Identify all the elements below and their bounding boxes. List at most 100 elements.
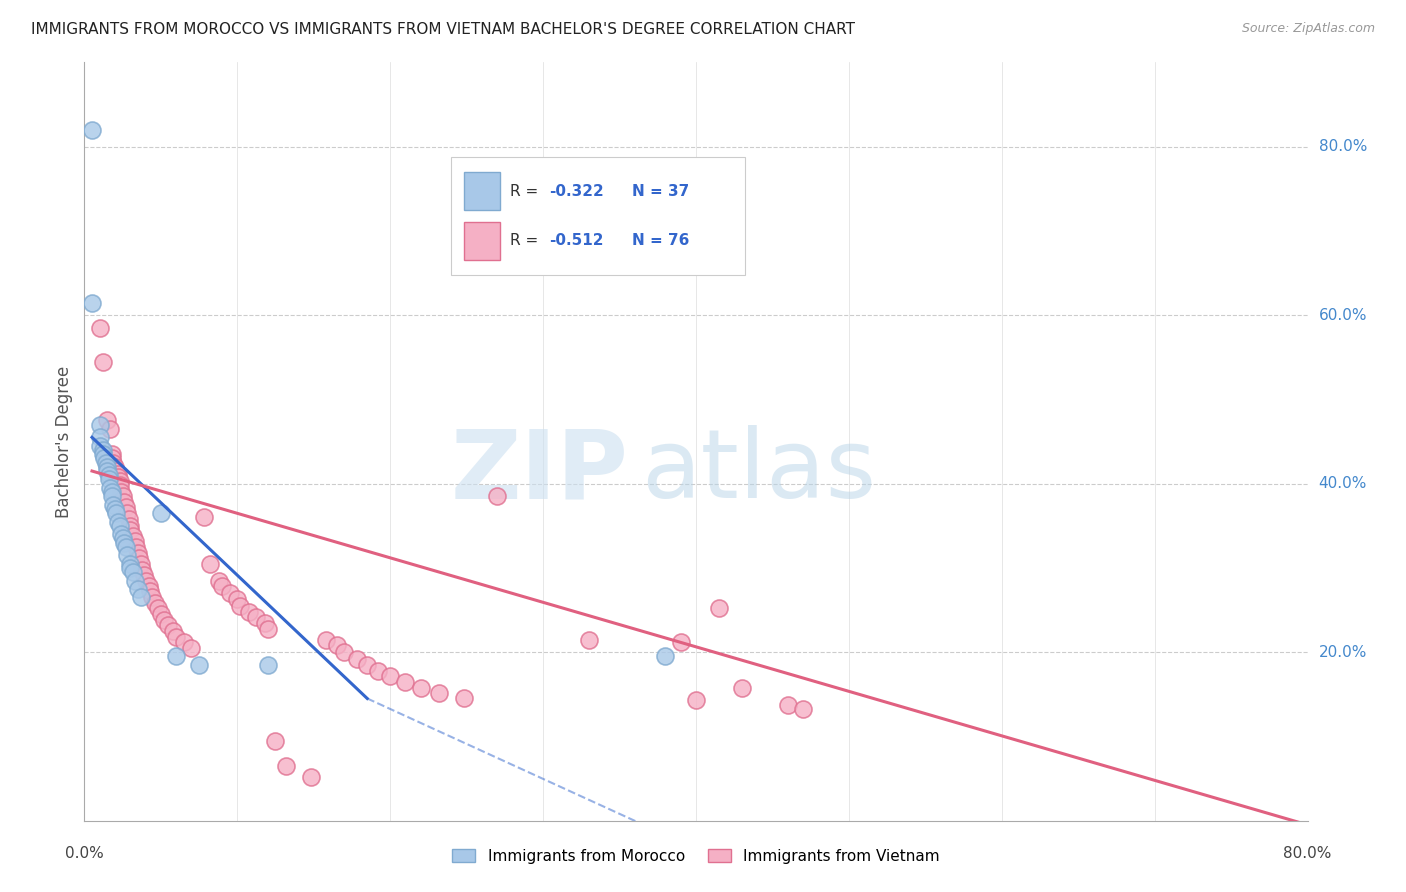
Point: [91, 447, 114, 461]
Point: [654, 649, 676, 664]
Point: [101, 489, 124, 503]
Text: 0.0%: 0.0%: [65, 846, 104, 861]
Point: [96, 464, 118, 478]
Point: [238, 605, 260, 619]
Point: [125, 540, 148, 554]
Point: [127, 582, 149, 596]
Text: 80.0%: 80.0%: [1319, 139, 1367, 154]
Point: [208, 574, 231, 588]
Bar: [464, 221, 501, 260]
Point: [129, 591, 152, 605]
Point: [165, 630, 187, 644]
Point: [218, 586, 240, 600]
Point: [101, 447, 124, 461]
Point: [120, 523, 142, 537]
Point: [104, 502, 127, 516]
Text: N = 76: N = 76: [633, 233, 690, 248]
Point: [94, 456, 117, 470]
Point: [276, 759, 298, 773]
Point: [356, 657, 378, 672]
Point: [173, 635, 195, 649]
Point: [792, 702, 814, 716]
Point: [122, 529, 145, 543]
Point: [118, 512, 141, 526]
Point: [257, 622, 280, 636]
Point: [669, 635, 692, 649]
Text: N = 37: N = 37: [633, 184, 689, 199]
Point: [114, 500, 136, 515]
Point: [143, 596, 166, 610]
Point: [120, 561, 142, 575]
Text: 20.0%: 20.0%: [1319, 645, 1367, 660]
Point: [149, 607, 172, 622]
Point: [427, 685, 450, 699]
Point: [486, 489, 509, 503]
Point: [707, 601, 730, 615]
Text: R =: R =: [510, 184, 543, 199]
Point: [578, 632, 600, 647]
Text: IMMIGRANTS FROM MOROCCO VS IMMIGRANTS FROM VIETNAM BACHELOR'S DEGREE CORRELATION: IMMIGRANTS FROM MOROCCO VS IMMIGRANTS FR…: [31, 22, 855, 37]
Point: [98, 481, 121, 495]
Point: [188, 657, 211, 672]
Point: [97, 468, 120, 483]
Point: [110, 527, 132, 541]
Point: [120, 518, 142, 533]
Point: [299, 770, 322, 784]
Point: [124, 533, 146, 548]
Point: [101, 485, 124, 500]
Point: [80, 295, 103, 310]
Text: atlas: atlas: [641, 425, 876, 518]
Point: [685, 693, 707, 707]
Point: [146, 601, 169, 615]
Bar: [464, 172, 501, 211]
Point: [211, 579, 233, 593]
Point: [89, 439, 111, 453]
Point: [80, 123, 103, 137]
Point: [153, 613, 176, 627]
Text: 80.0%: 80.0%: [1284, 846, 1331, 861]
Text: -0.322: -0.322: [550, 184, 605, 199]
Point: [110, 485, 132, 500]
Point: [108, 474, 131, 488]
Point: [128, 550, 150, 565]
Point: [91, 354, 114, 368]
Point: [132, 567, 155, 582]
Point: [91, 442, 114, 457]
Point: [89, 320, 111, 334]
Point: [165, 649, 187, 664]
Point: [114, 540, 136, 554]
Point: [776, 698, 799, 713]
Point: [245, 609, 267, 624]
Point: [409, 681, 432, 695]
Text: Source: ZipAtlas.com: Source: ZipAtlas.com: [1241, 22, 1375, 36]
Point: [257, 657, 280, 672]
Point: [103, 456, 125, 470]
Point: [380, 669, 402, 683]
Point: [333, 645, 356, 659]
Point: [127, 546, 149, 560]
Point: [315, 632, 337, 647]
Text: -0.512: -0.512: [550, 233, 603, 248]
Point: [108, 518, 131, 533]
Point: [141, 591, 163, 605]
Point: [115, 506, 138, 520]
Point: [157, 618, 180, 632]
Point: [124, 574, 146, 588]
Point: [193, 510, 215, 524]
Point: [107, 470, 129, 484]
Point: [139, 584, 162, 599]
Text: 60.0%: 60.0%: [1319, 308, 1367, 323]
Point: [89, 417, 111, 432]
Point: [93, 451, 115, 466]
Point: [129, 557, 152, 571]
Text: ZIP: ZIP: [451, 425, 628, 518]
Point: [96, 413, 118, 427]
Point: [112, 535, 135, 549]
Point: [253, 615, 276, 630]
Point: [135, 574, 157, 588]
Point: [112, 495, 135, 509]
Point: [103, 498, 125, 512]
Point: [96, 459, 118, 474]
Point: [122, 565, 145, 579]
Point: [198, 557, 221, 571]
